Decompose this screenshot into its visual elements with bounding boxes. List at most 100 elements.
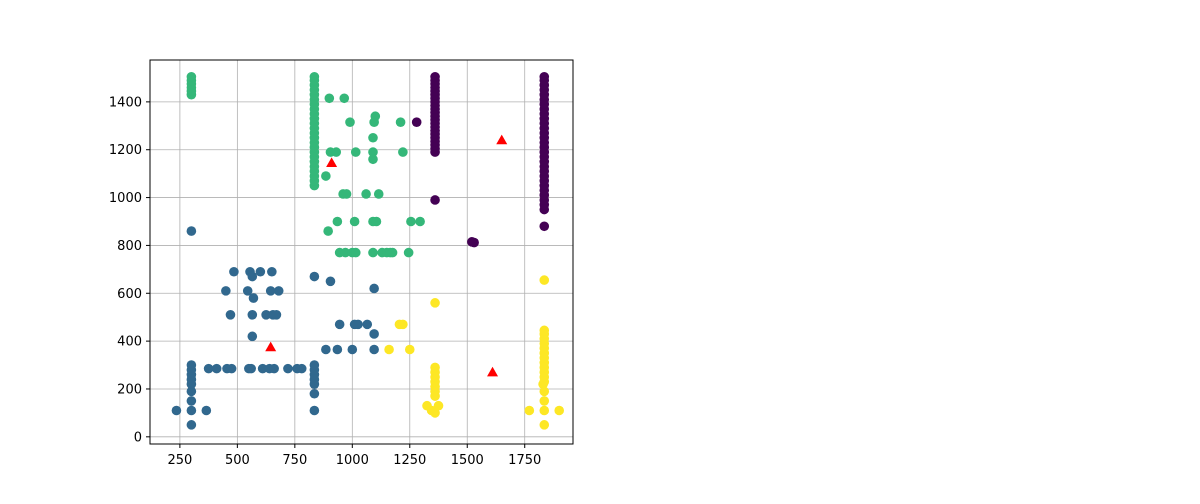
- data-point: [334, 319, 345, 330]
- data-point: [368, 147, 378, 157]
- plot-background: [150, 60, 573, 444]
- y-tick-label: 1400: [109, 95, 142, 110]
- data-point: [255, 266, 266, 277]
- data-point: [369, 344, 379, 355]
- data-point: [361, 189, 371, 199]
- data-point: [406, 216, 416, 227]
- data-point: [265, 286, 276, 296]
- data-point: [411, 117, 422, 128]
- data-point: [524, 405, 535, 416]
- data-point: [271, 310, 282, 320]
- data-point: [398, 147, 408, 157]
- series-4: [265, 134, 508, 377]
- data-point: [171, 405, 182, 416]
- data-point: [469, 237, 479, 248]
- data-point: [395, 117, 406, 128]
- data-point: [221, 286, 231, 296]
- data-point: [229, 266, 239, 277]
- y-tick-label: 800: [117, 239, 142, 254]
- data-point: [324, 93, 335, 104]
- data-point: [323, 226, 333, 236]
- data-point: [226, 363, 237, 374]
- data-point: [403, 247, 414, 258]
- data-point: [539, 221, 550, 232]
- data-point: [186, 360, 197, 370]
- data-point: [430, 71, 440, 82]
- centroid-marker: [265, 341, 277, 352]
- series-1: [171, 226, 379, 430]
- series-0: [411, 71, 550, 248]
- series-2: [186, 71, 425, 258]
- data-point: [539, 325, 550, 336]
- data-point: [430, 362, 440, 373]
- data-point: [539, 396, 550, 406]
- data-point: [369, 329, 379, 339]
- data-point: [539, 71, 550, 82]
- data-point: [387, 247, 398, 258]
- data-point: [186, 71, 197, 82]
- data-point: [350, 247, 361, 258]
- data-point: [332, 216, 343, 227]
- x-tick-label: 1250: [393, 453, 426, 468]
- data-point: [309, 360, 320, 370]
- data-point: [347, 344, 358, 355]
- series-3: [384, 275, 565, 430]
- data-point: [186, 405, 197, 416]
- centroid-marker: [487, 366, 499, 377]
- data-point: [554, 405, 565, 416]
- y-tick-label: 0: [134, 430, 142, 445]
- data-point: [283, 363, 293, 374]
- data-point: [246, 363, 256, 374]
- y-tick-label: 400: [117, 335, 142, 350]
- data-point: [331, 147, 342, 157]
- data-point: [321, 171, 331, 181]
- data-point: [186, 226, 197, 236]
- data-point: [404, 344, 415, 355]
- data-point: [370, 111, 381, 122]
- x-tick-label: 500: [225, 453, 250, 468]
- y-tick-label: 600: [117, 287, 142, 302]
- data-point: [368, 154, 378, 165]
- y-tick-label: 1000: [109, 191, 142, 206]
- data-point: [257, 363, 268, 374]
- data-point: [362, 319, 373, 330]
- data-point: [269, 363, 279, 374]
- x-tick-label: 750: [282, 453, 307, 468]
- data-point: [273, 286, 284, 296]
- data-point: [384, 344, 394, 355]
- data-point: [203, 363, 214, 374]
- data-point: [247, 310, 258, 320]
- data-point: [339, 93, 350, 104]
- data-point: [340, 247, 351, 258]
- data-point: [371, 216, 382, 227]
- data-point: [368, 132, 378, 143]
- data-point: [267, 266, 277, 277]
- data-point: [186, 420, 197, 430]
- data-point: [430, 408, 440, 418]
- data-point: [341, 189, 352, 199]
- data-point: [247, 271, 258, 282]
- data-point: [309, 388, 320, 399]
- data-point: [539, 420, 550, 430]
- data-point: [186, 396, 197, 406]
- data-point: [309, 271, 320, 282]
- data-point: [261, 310, 271, 320]
- x-tick-label: 1750: [508, 453, 541, 468]
- data-point: [368, 247, 378, 258]
- x-tick-label: 1500: [451, 453, 484, 468]
- data-point: [296, 363, 307, 374]
- data-point: [415, 216, 425, 227]
- x-tick-label: 250: [167, 453, 192, 468]
- data-point: [539, 405, 550, 416]
- plot-frame: [149, 59, 574, 445]
- data-point: [398, 319, 408, 330]
- data-point: [186, 386, 197, 397]
- data-point: [325, 276, 336, 287]
- data-point: [309, 405, 320, 416]
- data-point: [242, 286, 253, 296]
- data-point: [247, 331, 258, 342]
- data-point: [539, 386, 550, 397]
- data-point: [225, 310, 236, 320]
